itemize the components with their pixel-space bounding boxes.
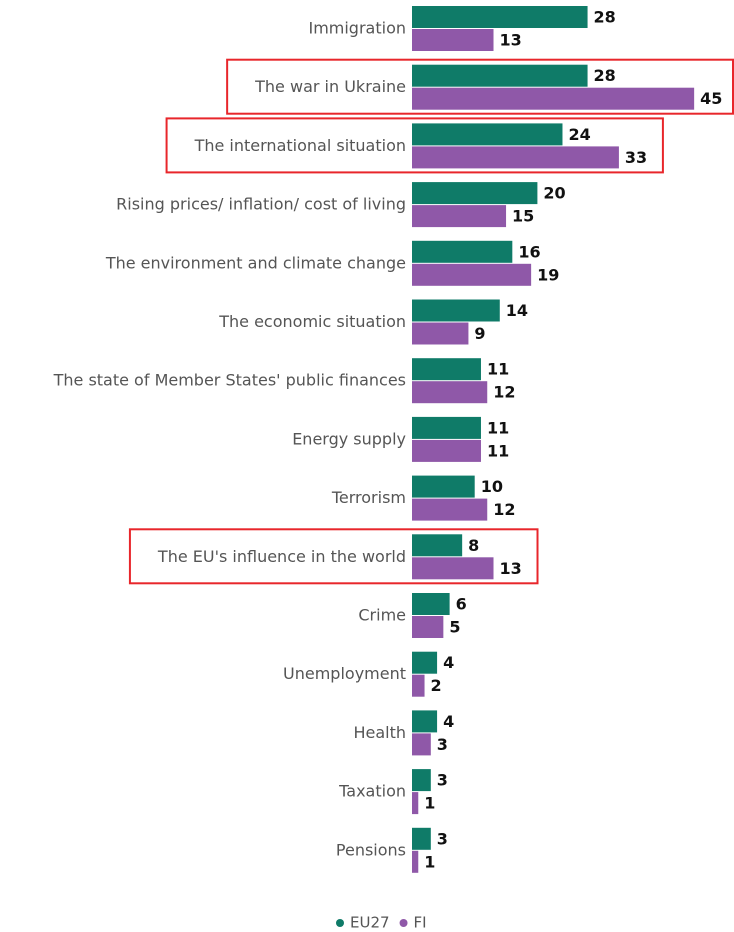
value-label: 13 (500, 559, 522, 578)
category-label: Health (353, 723, 406, 742)
bar (412, 240, 513, 263)
bar (412, 534, 463, 557)
bar (412, 146, 619, 169)
bar (412, 557, 494, 580)
highlight-box (226, 58, 734, 115)
value-label: 16 (518, 242, 540, 261)
legend-label: FI (414, 914, 427, 932)
value-label: 6 (456, 595, 467, 614)
bar (412, 29, 494, 51)
value-label: 5 (449, 618, 460, 637)
bar (412, 263, 532, 286)
bar (412, 710, 438, 733)
value-label: 15 (512, 207, 534, 226)
value-label: 33 (625, 148, 647, 167)
bar (412, 733, 431, 756)
bar (412, 593, 450, 615)
value-label: 12 (493, 500, 515, 519)
category-label: The environment and climate change (105, 253, 406, 272)
bar (412, 674, 425, 697)
value-label: 45 (700, 89, 722, 108)
category-label: Terrorism (331, 488, 406, 507)
highlight-box (128, 528, 539, 585)
bar (412, 498, 488, 521)
bar (412, 850, 419, 873)
category-label: Immigration (308, 19, 406, 38)
value-label: 28 (594, 8, 616, 27)
bar (412, 792, 419, 815)
bar (412, 64, 588, 87)
value-label: 3 (437, 829, 448, 848)
bar (412, 475, 475, 498)
value-label: 28 (594, 66, 616, 85)
value-label: 19 (537, 265, 559, 284)
bar (412, 358, 481, 381)
bar (412, 322, 469, 345)
value-label: 3 (437, 735, 448, 754)
value-label: 1 (424, 794, 435, 813)
category-label: The EU's influence in the world (157, 547, 406, 566)
bar (412, 205, 507, 228)
category-label: Pensions (336, 840, 406, 859)
value-label: 4 (443, 712, 454, 731)
category-label: Rising prices/ inflation/ cost of living (116, 195, 406, 214)
value-label: 24 (568, 125, 590, 144)
bar (412, 182, 538, 205)
category-label: Unemployment (283, 664, 406, 683)
bar (412, 769, 431, 792)
bar (412, 299, 500, 322)
bar (412, 381, 488, 404)
value-label: 11 (487, 360, 509, 379)
category-label: The economic situation (218, 312, 406, 331)
bar (412, 616, 444, 638)
category-label: The state of Member States' public finan… (53, 371, 406, 390)
bar (412, 6, 588, 28)
value-label: 12 (493, 383, 515, 402)
bar (412, 416, 481, 439)
value-label: 1 (424, 852, 435, 871)
bar (412, 87, 695, 110)
value-label: 9 (474, 324, 485, 343)
bar (412, 651, 438, 674)
category-label: Crime (358, 606, 406, 625)
highlight-box (165, 117, 664, 174)
value-label: 13 (500, 31, 522, 50)
legend-marker (399, 919, 408, 927)
legend-marker (336, 919, 344, 927)
legend-label: EU27 (350, 914, 390, 932)
value-label: 10 (481, 477, 503, 496)
bar (412, 827, 431, 850)
bar (412, 123, 563, 146)
value-label: 3 (437, 771, 448, 790)
value-label: 2 (431, 676, 442, 695)
value-label: 11 (487, 418, 509, 437)
category-label: Taxation (338, 782, 406, 801)
value-label: 4 (443, 653, 454, 672)
value-label: 11 (487, 441, 509, 460)
value-label: 20 (543, 184, 565, 203)
category-label: The international situation (194, 136, 406, 155)
value-label: 14 (506, 301, 528, 320)
category-label: Energy supply (292, 429, 406, 448)
bar (412, 439, 481, 462)
value-label: 8 (468, 536, 479, 555)
category-label: The war in Ukraine (254, 77, 406, 96)
